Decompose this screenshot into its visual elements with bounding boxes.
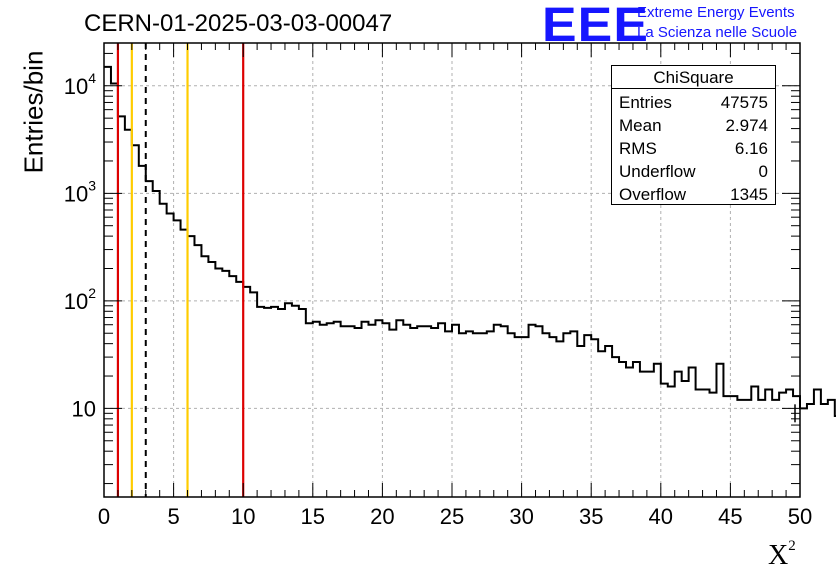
stats-key: Underflow [619,162,696,181]
stats-key: Overflow [619,185,687,204]
stats-row-rms: RMS 6.16 [619,139,768,161]
y-tick-label: 103 [64,177,96,206]
x-axis-title-exponent: 2 [788,538,796,554]
x-tick-label: 25 [440,504,464,529]
y-axis-title: Entries/bin [18,50,49,174]
stats-value: 1345 [730,185,768,204]
histogram-series [104,65,836,417]
y-tick-label: 10 [72,396,96,421]
x-axis-title-base: X [768,540,789,571]
stats-value: 0 [758,162,768,181]
x-tick-label: 50 [788,504,812,529]
x-tick-label: 45 [718,504,742,529]
x-tick-label: 5 [167,504,179,529]
x-tick-label: 30 [509,504,533,529]
run-title: CERN-01-2025-03-03-00047 [84,10,393,37]
y-tick-label: 104 [64,70,96,99]
x-axis-title: X2 [768,538,796,572]
stats-divider [612,88,775,89]
x-tick-label: 0 [98,504,110,529]
stats-value: 6.16 [734,139,768,158]
stats-value: 47575 [720,93,768,112]
stats-row-entries: Entries 47575 [619,93,768,115]
stats-key: RMS [619,139,657,158]
stats-key: Entries [619,93,672,112]
y-tick-label: 102 [64,285,96,314]
stats-row-overflow: Overflow 1345 [619,185,768,207]
stats-box: ChiSquare Entries 47575 Mean 2.974 RMS 6… [611,65,776,205]
eee-logo: EEE [542,0,649,52]
logo-line-1: Extreme Energy Events [637,4,795,21]
x-tick-label: 35 [579,504,603,529]
logo-line-2: La Scienza nelle Scuole [637,24,798,41]
x-tick-label: 10 [231,504,255,529]
x-tick-label: 20 [370,504,394,529]
x-tick-label: 15 [301,504,325,529]
x-tick-label: 40 [649,504,673,529]
stats-key: Mean [619,116,662,135]
stats-title: ChiSquare [653,68,734,87]
stats-row-underflow: Underflow 0 [619,162,768,184]
stats-value: 2.974 [725,116,768,135]
stats-row-mean: Mean 2.974 [619,116,768,138]
